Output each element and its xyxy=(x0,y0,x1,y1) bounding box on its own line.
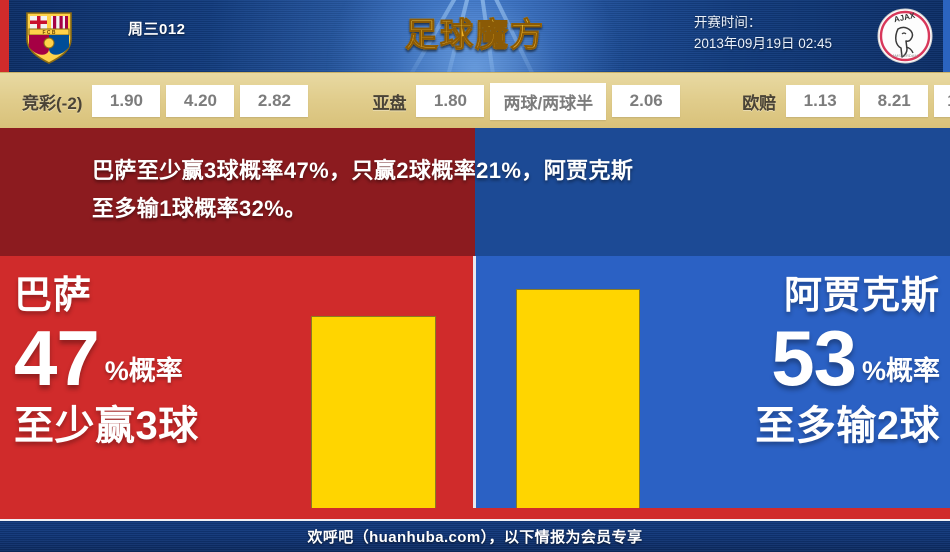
footer-separator xyxy=(0,519,950,521)
svg-text:AMSTERDAM: AMSTERDAM xyxy=(892,53,918,58)
panel-divider xyxy=(473,256,476,508)
headline-text: 巴萨至少赢3球概率47%，只赢2球概率21%，阿贾克斯 至多输1球概率32%。 xyxy=(92,152,882,228)
kickoff-value: 2013年09月19日 02:45 xyxy=(693,36,832,51)
odds-cell[interactable]: 4.20 xyxy=(166,85,235,117)
headline-band-right xyxy=(475,128,950,256)
probability-chart: 巴萨 47 %概率 至少赢3球 阿贾克斯 53 %概率 至多输2球 xyxy=(0,256,950,508)
headline-band: 巴萨至少赢3球概率47%，只赢2球概率21%，阿贾克斯 至多输1球概率32%。 xyxy=(0,128,950,256)
odds-cell[interactable]: 2.06 xyxy=(612,85,681,117)
away-stat-block: 阿贾克斯 53 %概率 至多输2球 xyxy=(640,256,940,508)
odds-group-label: 欧赔 xyxy=(742,93,777,113)
header-left-stripe xyxy=(0,0,9,72)
away-team-name: 阿贾克斯 xyxy=(783,275,940,317)
kickoff-time: 开赛时间： 2013年09月19日 02:45 xyxy=(694,12,832,54)
odds-cell[interactable]: 2.82 xyxy=(240,85,309,117)
svg-text:F C B: F C B xyxy=(42,30,55,36)
odds-group-oupei: 欧赔 1.13 8.21 15.61 xyxy=(742,85,950,117)
odds-group-label: 竞彩(-2) xyxy=(22,93,83,113)
match-number: 周三012 xyxy=(128,21,186,38)
home-probability-row: 47 %概率 xyxy=(14,314,314,402)
kickoff-label: 开赛时间： xyxy=(693,15,762,30)
footer-red-stripe xyxy=(0,508,950,519)
away-probability-row: 53 %概率 xyxy=(640,314,940,402)
bar-away-probability xyxy=(516,289,640,508)
headline-line-1: 巴萨至少赢3球概率47%，只赢2球概率21%，阿贾克斯 xyxy=(92,158,634,183)
ajax-crest-icon: AJAX AMSTERDAM xyxy=(877,8,933,64)
odds-group-yapan: 亚盘 1.80 两球/两球半 2.06 xyxy=(372,82,686,120)
odds-cell[interactable]: 1.13 xyxy=(786,85,855,117)
header-right-stripe xyxy=(943,0,950,72)
odds-cell[interactable]: 两球/两球半 xyxy=(490,82,607,120)
home-team-name: 巴萨 xyxy=(14,275,93,317)
bar-home-probability xyxy=(311,316,436,508)
away-probability-unit: %概率 xyxy=(861,356,940,386)
home-outcome-label: 至少赢3球 xyxy=(14,404,199,448)
odds-group-jingcai: 竞彩(-2) 1.90 4.20 2.82 xyxy=(22,85,314,117)
site-logo: 足球魔方 xyxy=(405,8,545,56)
svg-text:AJAX: AJAX xyxy=(893,11,916,24)
odds-cell[interactable]: 1.90 xyxy=(92,85,161,117)
odds-bar: 竞彩(-2) 1.90 4.20 2.82 亚盘 1.80 两球/两球半 2.0… xyxy=(0,72,950,130)
away-outcome-label: 至多输2球 xyxy=(755,404,940,448)
home-stat-block: 巴萨 47 %概率 至少赢3球 xyxy=(14,256,314,508)
odds-cell[interactable]: 1.80 xyxy=(416,85,485,117)
away-probability-value: 53 xyxy=(771,314,857,402)
odds-cell[interactable]: 15.61 xyxy=(934,85,950,117)
header-sheen xyxy=(210,0,750,72)
odds-cell[interactable]: 8.21 xyxy=(860,85,929,117)
headline-line-2: 至多输1球概率32%。 xyxy=(92,196,307,221)
home-probability-value: 47 xyxy=(14,314,100,402)
headline-band-left xyxy=(0,128,475,256)
header-glow xyxy=(325,0,625,72)
home-probability-unit: %概率 xyxy=(104,356,183,386)
footer-bar: 欢呼吧（huanhuba.com），以下情报为会员专享 xyxy=(0,521,950,552)
header-bar: F C B 周三012 足球魔方 开赛时间： 2013年09月19日 02:45… xyxy=(0,0,950,72)
odds-group-label: 亚盘 xyxy=(372,93,407,113)
footer-text: 欢呼吧（huanhuba.com），以下情报为会员专享 xyxy=(307,529,643,546)
fc-barcelona-crest-icon: F C B xyxy=(26,12,72,64)
